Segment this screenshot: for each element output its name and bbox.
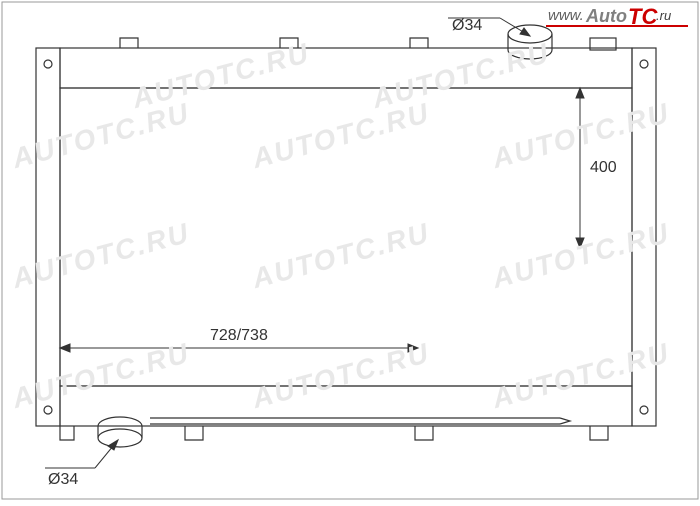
svg-text:www.: www.	[548, 7, 584, 24]
svg-text:Auto: Auto	[585, 6, 627, 26]
dim-bottom-port-label: Ø34	[48, 471, 78, 488]
dim-bottom-port	[45, 440, 118, 468]
dim-height-label: 400	[590, 159, 617, 176]
bottom-outlet-port	[98, 417, 142, 447]
bottom-tube	[150, 418, 570, 424]
diagram-canvas: 400 728/738 Ø34 Ø34 www. Auto TC	[0, 0, 700, 501]
svg-text:.ru: .ru	[656, 8, 671, 23]
dim-width-label: 728/738	[210, 327, 268, 344]
site-logo: www. Auto TC .ru	[546, 4, 688, 29]
dim-top-port-label: Ø34	[452, 17, 482, 34]
